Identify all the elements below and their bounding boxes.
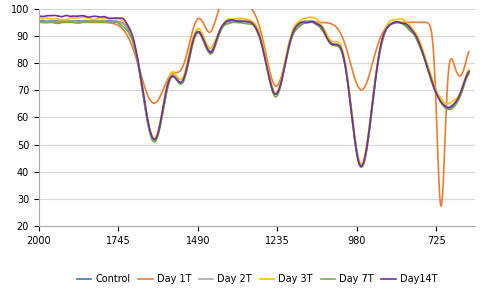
Day 1T: [171, 71, 177, 74]
Day 7T: [36, 20, 42, 23]
Day 2T: [157, 120, 163, 124]
Day 3T: [157, 117, 163, 121]
Line: Day 3T: Day 3T: [39, 17, 468, 164]
Day 1T: [141, 83, 147, 87]
Day 2T: [371, 81, 377, 85]
Legend: Control, Day 1T, Day 2T, Day 3T, Day 7T, Day14T: Control, Day 1T, Day 2T, Day 3T, Day 7T,…: [73, 270, 440, 288]
Day 3T: [465, 68, 471, 71]
Line: Day 7T: Day 7T: [39, 21, 468, 167]
Day14T: [141, 100, 147, 104]
Day14T: [465, 70, 471, 74]
Control: [141, 99, 147, 102]
Day 2T: [91, 18, 96, 22]
Day 3T: [36, 16, 42, 20]
Day 3T: [80, 15, 86, 19]
Day 7T: [141, 104, 147, 108]
Line: Day14T: Day14T: [39, 15, 468, 166]
Day 7T: [358, 166, 363, 169]
Day14T: [318, 26, 324, 29]
Day 1T: [318, 21, 324, 24]
Control: [424, 65, 429, 68]
Day 2T: [172, 75, 178, 78]
Line: Control: Control: [39, 21, 468, 166]
Control: [36, 19, 42, 23]
Day 2T: [141, 102, 147, 105]
Line: Day 1T: Day 1T: [39, 0, 468, 206]
Day 7T: [465, 72, 471, 76]
Day 7T: [318, 28, 324, 32]
Day 2T: [465, 70, 471, 73]
Day14T: [51, 14, 57, 17]
Day 3T: [358, 162, 363, 166]
Day14T: [371, 82, 377, 85]
Day 7T: [371, 83, 377, 87]
Day 1T: [157, 95, 163, 98]
Control: [465, 70, 471, 73]
Day 7T: [157, 122, 163, 126]
Day 3T: [424, 64, 430, 67]
Day 3T: [318, 24, 324, 27]
Day 2T: [358, 165, 363, 168]
Day 2T: [318, 27, 324, 31]
Day14T: [358, 165, 363, 168]
Day 2T: [36, 21, 42, 24]
Day14T: [157, 119, 163, 123]
Day14T: [36, 14, 42, 18]
Control: [171, 75, 177, 78]
Day14T: [424, 67, 430, 70]
Day 7T: [424, 68, 430, 71]
Control: [358, 164, 363, 168]
Day 1T: [465, 50, 471, 53]
Line: Day 2T: Day 2T: [39, 20, 468, 166]
Day 1T: [438, 204, 443, 208]
Control: [157, 124, 163, 127]
Day 2T: [424, 66, 430, 70]
Day 7T: [91, 19, 97, 23]
Day14T: [172, 76, 178, 80]
Day 3T: [141, 100, 147, 104]
Day 7T: [172, 76, 178, 80]
Control: [318, 25, 324, 29]
Day 1T: [371, 55, 377, 58]
Control: [371, 86, 377, 90]
Day 3T: [172, 72, 178, 76]
Day 1T: [424, 21, 429, 24]
Day 1T: [36, 21, 42, 24]
Day 3T: [371, 79, 377, 83]
